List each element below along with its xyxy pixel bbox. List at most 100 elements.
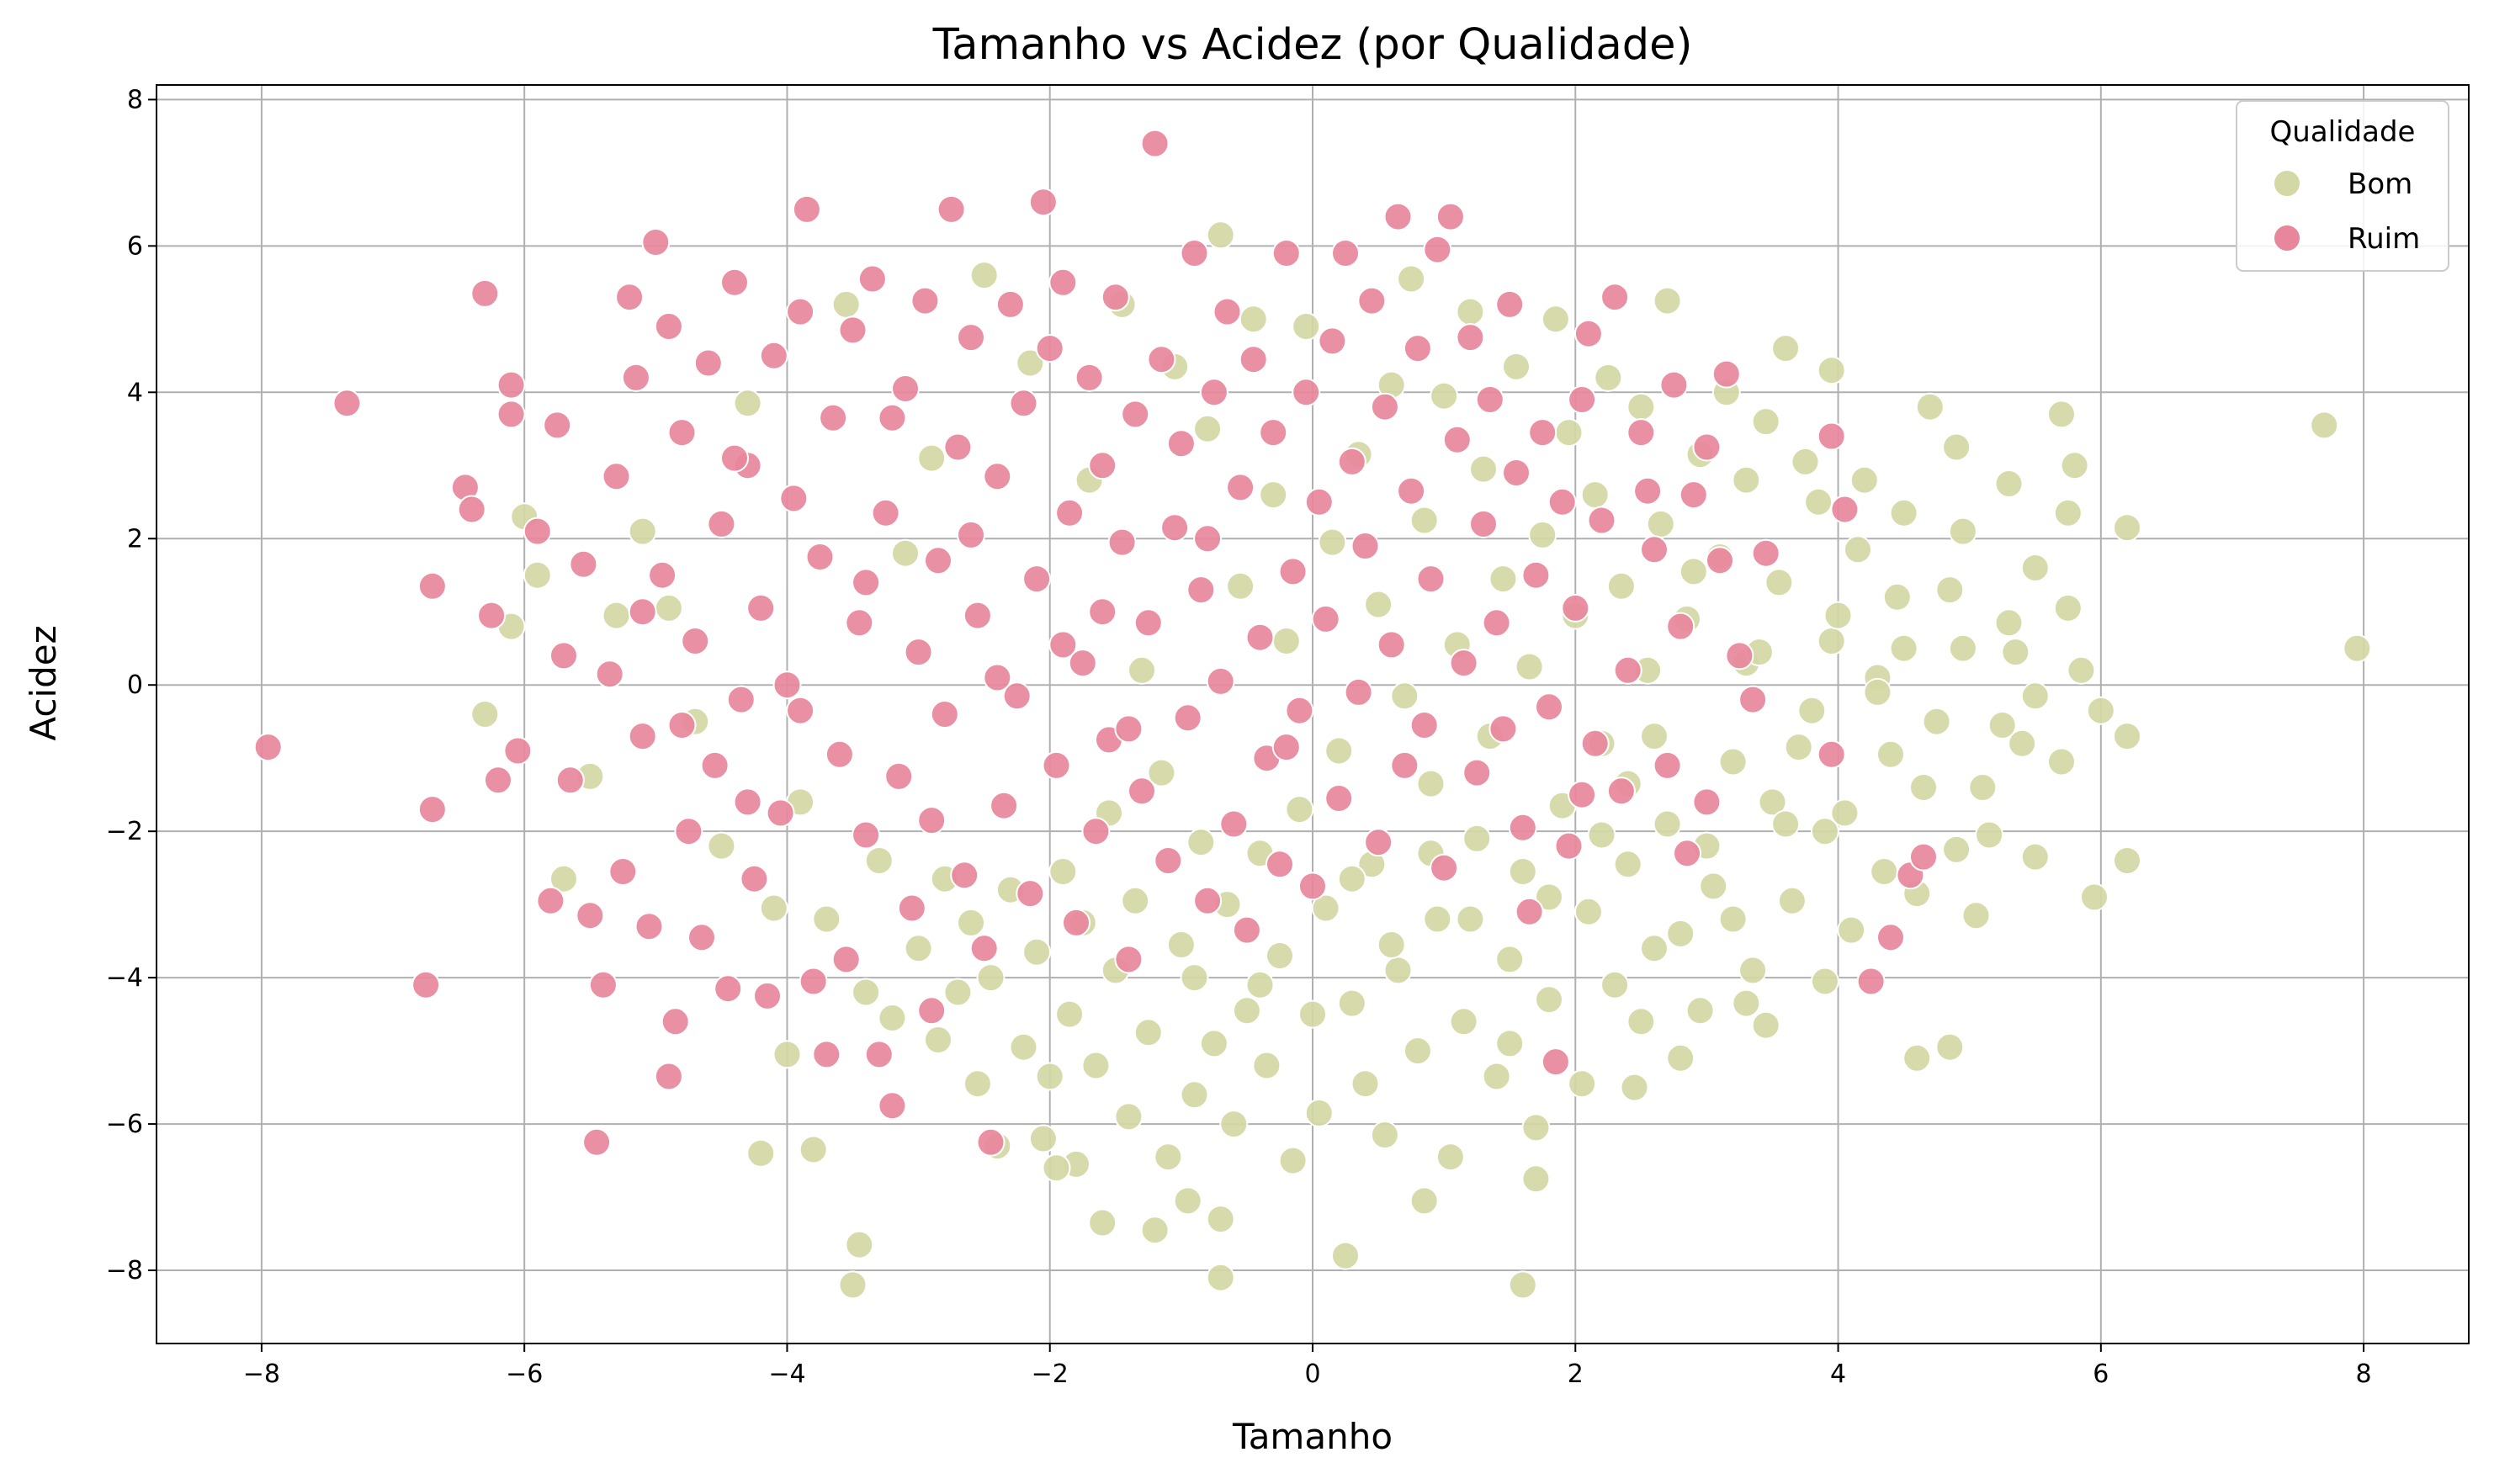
point-bom [1777, 886, 1807, 915]
point-bom [1600, 970, 1630, 999]
point-ruim [1266, 850, 1294, 879]
point-ruim [1048, 268, 1078, 297]
point-ruim [1292, 378, 1321, 407]
point-bom [1173, 1186, 1202, 1216]
point-ruim [1403, 334, 1432, 363]
point-ruim [1508, 813, 1537, 842]
point-bom [1266, 941, 1294, 970]
point-bom [1620, 1073, 1649, 1102]
point-ruim [1259, 418, 1288, 448]
point-ruim [1088, 597, 1117, 627]
point-bom [1837, 915, 1866, 945]
point-ruim [1331, 239, 1360, 268]
point-ruim [1344, 677, 1373, 707]
point-ruim [687, 923, 716, 952]
point-ruim [1390, 750, 1419, 780]
point-bom [1606, 571, 1636, 601]
point-bom [976, 963, 1006, 993]
point-ruim [1271, 239, 1301, 268]
point-ruim [602, 462, 631, 491]
point-bom [924, 1026, 952, 1054]
point-bom [2008, 729, 2037, 758]
point-ruim [1515, 897, 1544, 926]
point-bom [1456, 904, 1485, 934]
point-bom [1416, 769, 1446, 798]
point-bom [1718, 747, 1748, 776]
point-bom [1882, 582, 1912, 612]
point-ruim [667, 418, 697, 448]
point-bom [772, 1040, 802, 1069]
point-bom [602, 601, 631, 630]
point-bom [1870, 857, 1899, 886]
point-ruim [1055, 498, 1085, 527]
point-bom [1088, 1208, 1117, 1238]
point-ruim [1068, 649, 1097, 678]
point-bom [470, 700, 500, 729]
point-bom [943, 978, 973, 1007]
point-bom [1758, 787, 1787, 817]
point-ruim [995, 289, 1025, 319]
point-bom [838, 1270, 868, 1300]
point-ruim [852, 820, 881, 850]
point-bom [1337, 864, 1366, 893]
x-tick-label: −2 [1032, 1359, 1069, 1389]
point-ruim [1397, 476, 1426, 506]
point-bom [2047, 747, 2076, 776]
point-bom [1876, 739, 1905, 769]
point-ruim [864, 1040, 894, 1069]
point-ruim [1278, 557, 1308, 586]
point-ruim [891, 374, 920, 403]
point-bom [963, 1069, 992, 1099]
point-bom [1863, 677, 1892, 707]
point-ruim [549, 641, 578, 670]
point-bom [1580, 480, 1610, 510]
point-bom [1409, 506, 1439, 535]
point-bom [1206, 220, 1235, 250]
point-bom [1889, 498, 1918, 527]
point-bom [1350, 1069, 1380, 1099]
point-bom [2086, 696, 2115, 725]
point-ruim [417, 571, 447, 601]
point-bom [1435, 1142, 1465, 1172]
point-ruim [799, 967, 828, 996]
point-bom [1804, 487, 1833, 517]
point-bom [2113, 846, 2141, 875]
point-bom [1245, 970, 1275, 999]
point-bom [1679, 557, 1708, 586]
point-ruim [930, 700, 959, 729]
point-ruim [1350, 532, 1380, 560]
point-ruim [1475, 385, 1504, 414]
point-ruim [595, 660, 624, 689]
point-ruim [714, 974, 743, 1004]
point-bom [1206, 1263, 1235, 1292]
point-ruim [1364, 828, 1393, 857]
point-ruim [1738, 685, 1768, 714]
point-ruim [1311, 604, 1340, 633]
point-bom [2047, 400, 2076, 429]
point-ruim [746, 593, 776, 623]
point-bom [1409, 1186, 1439, 1216]
point-bom [1370, 1121, 1399, 1150]
point-bom [1147, 758, 1176, 787]
point-bom [969, 261, 999, 290]
point-bom [1397, 264, 1426, 294]
point-ruim [470, 278, 500, 308]
point-ruim [1285, 696, 1314, 725]
point-ruim [1568, 385, 1597, 414]
point-ruim [726, 685, 756, 714]
point-bom [1922, 707, 1951, 736]
x-tick-label: 2 [1568, 1359, 1584, 1389]
point-bom [812, 904, 841, 934]
point-bom [1528, 520, 1557, 549]
point-ruim [1226, 473, 1255, 502]
point-bom [1180, 963, 1209, 993]
y-tick-label: −4 [106, 963, 143, 993]
point-ruim [1462, 758, 1492, 787]
x-axis-title: Tamanho [1232, 1416, 1393, 1457]
point-bom [1337, 988, 1366, 1018]
point-ruim [917, 806, 947, 835]
point-bom [2113, 513, 2141, 543]
point-ruim [720, 268, 749, 297]
point-ruim [1180, 239, 1209, 268]
